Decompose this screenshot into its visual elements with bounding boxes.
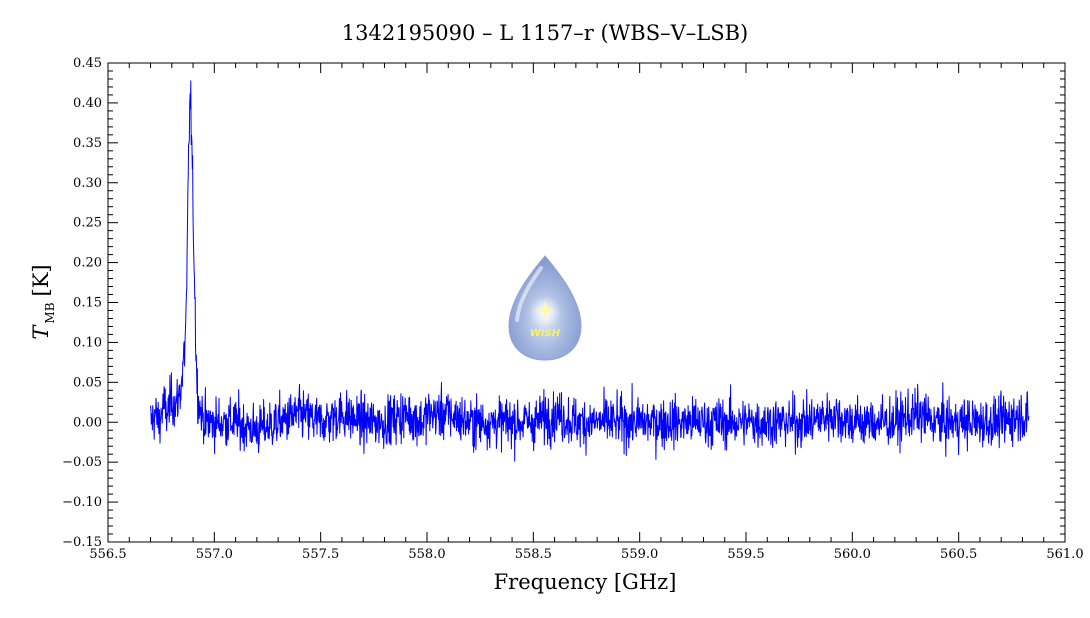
x-tick-label: 560.0 bbox=[834, 547, 871, 562]
y-tick-label: −0.15 bbox=[62, 535, 102, 550]
y-tick-label: −0.05 bbox=[62, 455, 102, 470]
y-axis-label: TMB [K] bbox=[29, 264, 57, 339]
y-axis-label-unit: [K] bbox=[29, 264, 53, 296]
x-tick-label: 559.5 bbox=[727, 547, 764, 562]
y-tick-label: 0.35 bbox=[73, 136, 102, 151]
x-tick-label: 558.0 bbox=[408, 547, 445, 562]
y-tick-label: 0.00 bbox=[73, 415, 102, 430]
water-drop-logo-icon: WISH bbox=[508, 255, 582, 361]
y-tick-label: 0.20 bbox=[73, 256, 102, 271]
x-tick-label: 556.5 bbox=[89, 547, 126, 562]
y-tick-label: 0.40 bbox=[73, 96, 102, 111]
y-tick-label: −0.10 bbox=[62, 495, 102, 510]
x-tick-label: 558.5 bbox=[515, 547, 552, 562]
y-tick-label: 0.45 bbox=[73, 56, 102, 71]
y-tick-label: 0.10 bbox=[73, 335, 102, 350]
axes: 556.5 557.0 557.5 558.0 558.5 559.0 559.5 560.0… bbox=[62, 56, 1083, 562]
y-tick-label: 0.30 bbox=[73, 176, 102, 191]
plot-frame bbox=[107, 62, 1066, 543]
logo-lettering: WISH bbox=[530, 328, 561, 339]
x-axis-label: Frequency [GHz] bbox=[494, 570, 677, 594]
chart-title: 1342195090 – L 1157–r (WBS–V–LSB) bbox=[342, 21, 748, 45]
y-tick-label: 0.05 bbox=[73, 375, 102, 390]
y-axis-label-subscript: MB bbox=[43, 302, 57, 323]
y-tick-label: 0.15 bbox=[73, 296, 102, 311]
plot-area bbox=[150, 80, 1030, 462]
x-tick-label: 561.0 bbox=[1046, 547, 1083, 562]
spectrum-series-line bbox=[150, 80, 1030, 462]
svg-text:TMB[K]: TMB [K] bbox=[29, 264, 57, 339]
y-axis-label-symbol: T bbox=[29, 324, 53, 340]
x-tick-label: 559.0 bbox=[621, 547, 658, 562]
x-tick-label: 560.5 bbox=[940, 547, 977, 562]
x-tick-label: 557.0 bbox=[196, 547, 233, 562]
x-tick-label: 557.5 bbox=[302, 547, 339, 562]
y-tick-label: 0.25 bbox=[73, 216, 102, 231]
